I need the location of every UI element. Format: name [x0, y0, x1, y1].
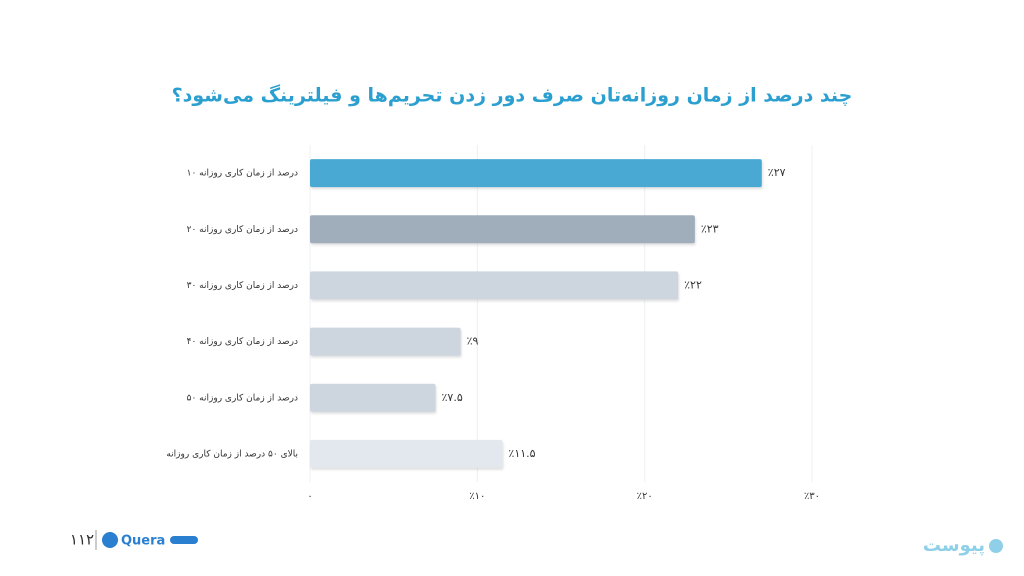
value-label: ٪۱۱.۵ — [508, 447, 535, 460]
bar — [310, 383, 436, 412]
bar — [310, 271, 679, 300]
page-number: ۱۱۲ — [70, 531, 94, 549]
x-tick-label: ٪۳۰ — [804, 491, 820, 502]
y-tick-label: ۵۰ درصد از زمان کاری روزانه — [187, 393, 298, 403]
value-label: ٪۲۳ — [701, 222, 719, 235]
y-tick-label: بالای ۵۰ درصد از زمان کاری روزانه — [166, 449, 298, 459]
bar — [310, 159, 762, 188]
y-tick-label: ۴۰ درصد از زمان کاری روزانه — [187, 337, 298, 347]
brand-bar — [170, 536, 198, 544]
bar — [310, 215, 695, 244]
brand: Quera — [121, 534, 165, 549]
brand-icon — [102, 532, 118, 548]
bar — [310, 439, 503, 468]
chart-title: چند درصد از زمان روزانه‌تان صرف دور زدن … — [172, 84, 853, 107]
value-label: ٪۲۲ — [684, 278, 702, 291]
value-label: ٪۲۷ — [768, 166, 786, 179]
value-label: ٪۹ — [467, 335, 479, 348]
x-tick-label: ٪۱۰ — [469, 491, 485, 502]
value-label: ٪۷.۵ — [442, 391, 463, 404]
publisher-icon — [989, 539, 1003, 553]
y-tick-label: ۲۰ درصد از زمان کاری روزانه — [187, 225, 298, 235]
publisher: پیوست — [923, 535, 985, 556]
x-tick-label: ۰ — [307, 491, 312, 502]
bar — [310, 327, 461, 356]
y-tick-label: ۳۰ درصد از زمان کاری روزانه — [187, 281, 298, 291]
y-tick-label: ۱۰ درصد از زمان کاری روزانه — [187, 169, 298, 179]
x-tick-label: ٪۲۰ — [637, 491, 653, 502]
